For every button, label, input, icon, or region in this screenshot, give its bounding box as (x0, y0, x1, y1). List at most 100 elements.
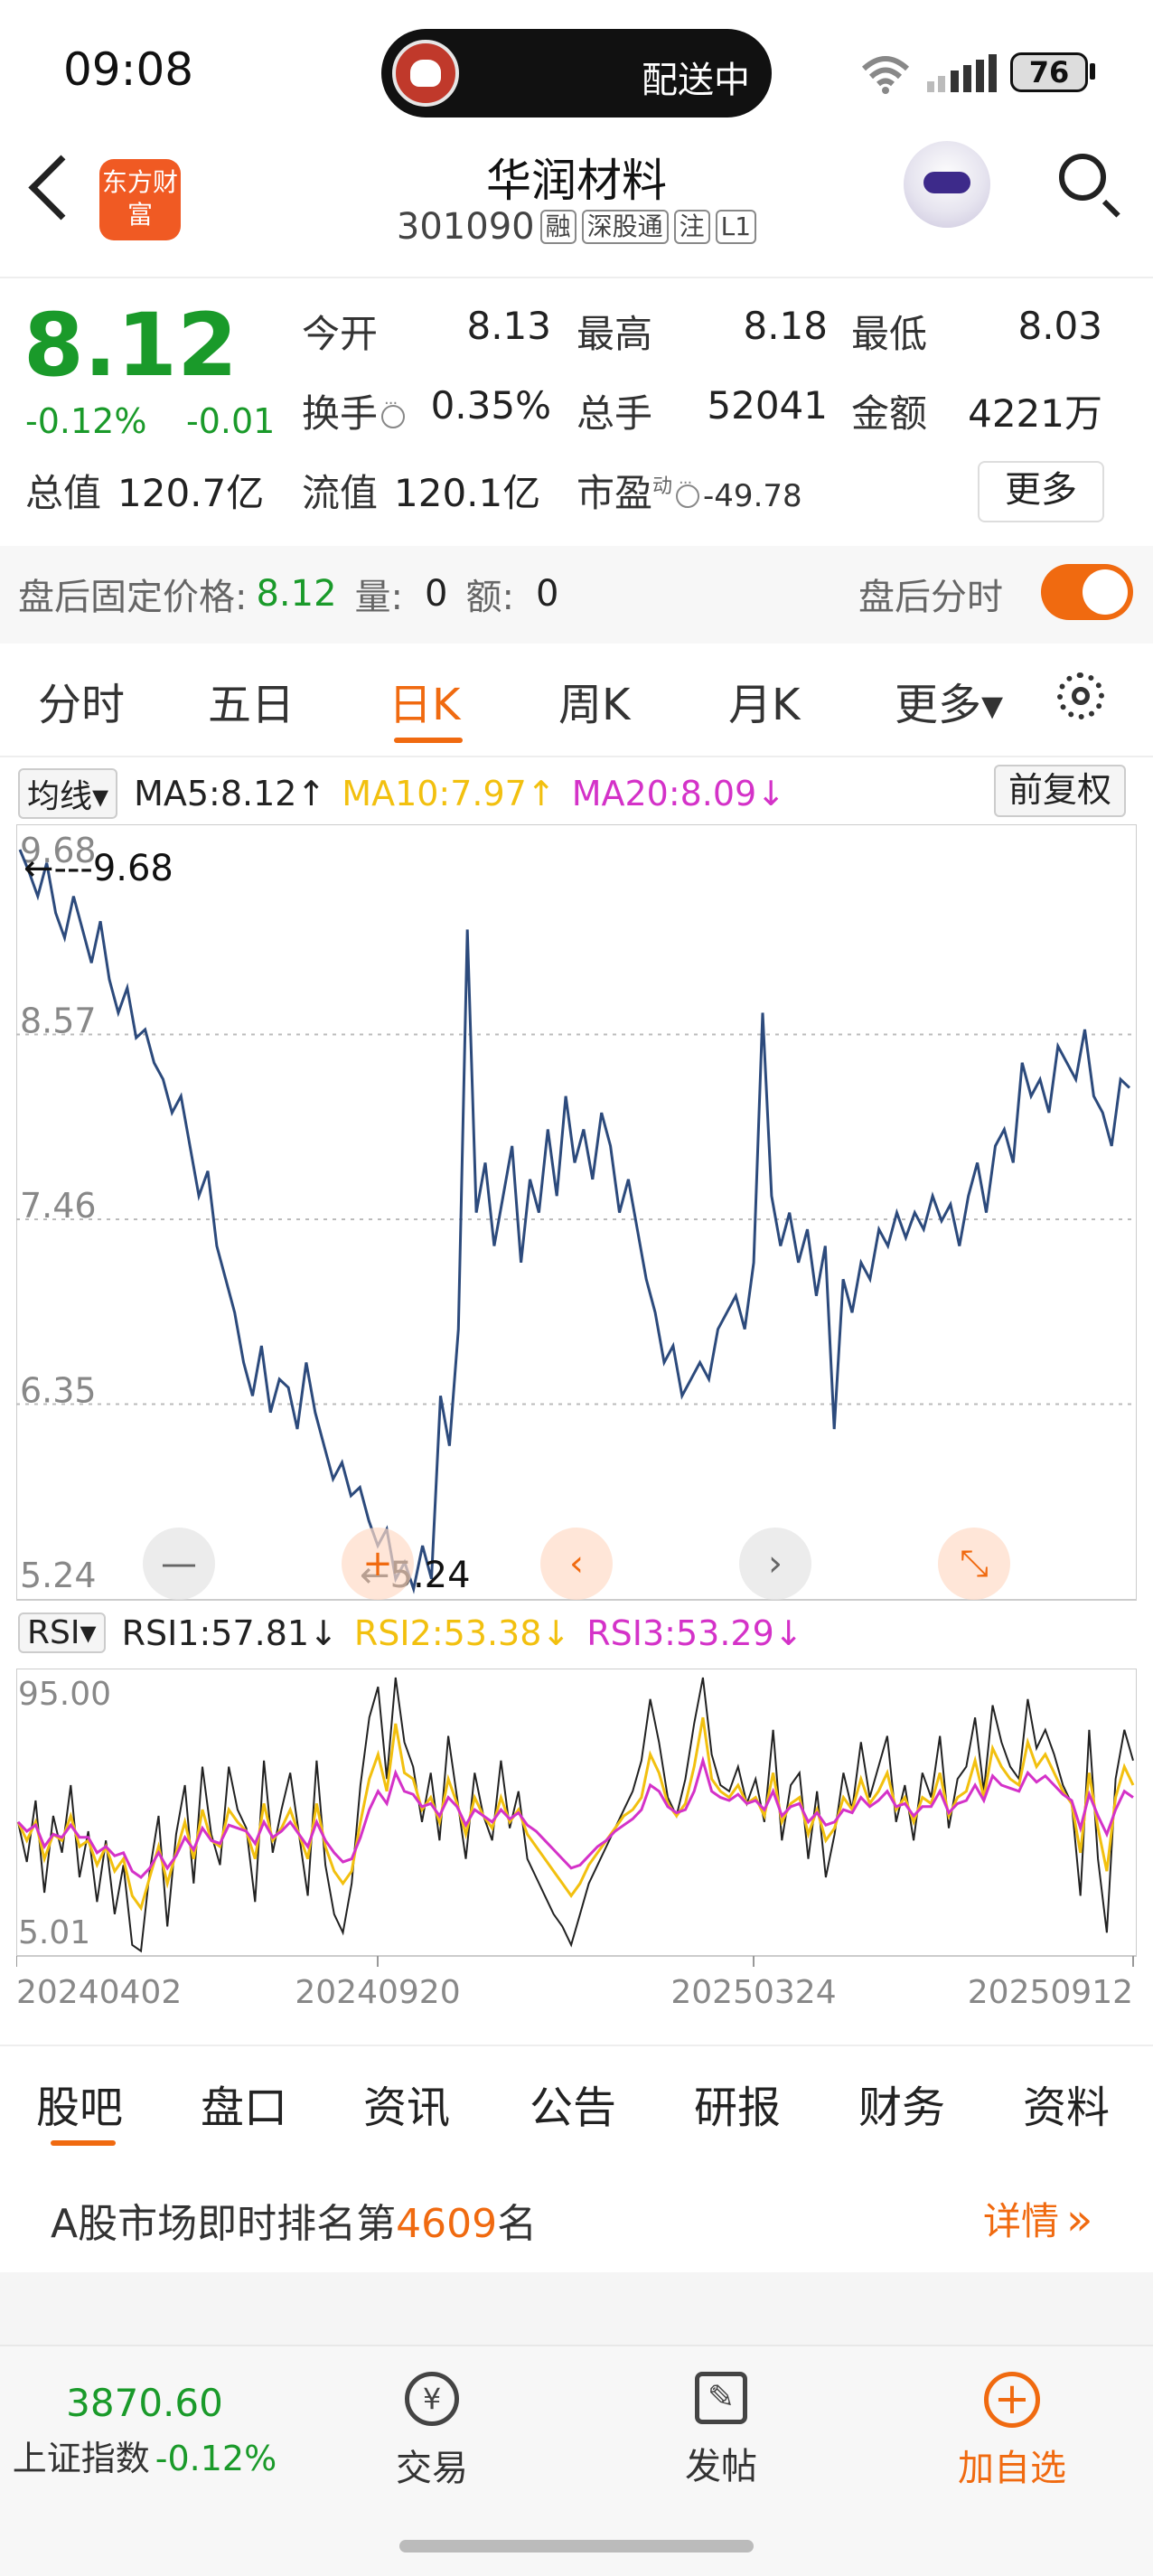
price-y-axis: 9.68 8.57 7.46 6.35 5.24 (20, 831, 97, 1595)
island-text: 配送中 (642, 60, 750, 101)
rsi-max-tick: 95.00 (18, 1676, 111, 1713)
zoom-in-button[interactable]: + (342, 1528, 414, 1600)
info-icon[interactable] (676, 474, 700, 508)
turnover-value: 0.35% (430, 383, 551, 428)
signal-icon (927, 54, 997, 92)
forum-tab-underline (51, 2140, 116, 2146)
indicator-select[interactable]: 均线▾ (18, 768, 118, 819)
nav-trade[interactable]: ¥ 交易 (360, 2372, 504, 2491)
date-tick-label: 20240920 (295, 1974, 460, 2011)
float-label: 流值 (302, 471, 379, 515)
volume-label: 总手 (576, 391, 653, 436)
price-tick-label: 5.24 (20, 1556, 97, 1595)
stock-code: 301090 (396, 206, 535, 248)
low-label: 最低 (851, 312, 928, 356)
trade-icon: ¥ (405, 2372, 459, 2426)
add-circle-icon: + (984, 2372, 1040, 2428)
nav-add-watchlist[interactable]: + 加自选 (958, 2372, 1066, 2489)
rsi1-value: RSI1:57.81↓ (121, 1612, 338, 1653)
adjust-button[interactable]: 前复权 (994, 765, 1127, 817)
dynamic-island[interactable]: 配送中 (381, 29, 772, 118)
home-indicator[interactable] (399, 2540, 754, 2552)
index-widget[interactable]: 3870.60 上证指数 -0.12% (0, 2381, 289, 2480)
index-name: 上证指数 (12, 2439, 150, 2478)
change-amount: -0.01 (186, 401, 276, 441)
divider (0, 756, 1153, 757)
after-hours-bar (0, 546, 1153, 644)
rsi-legend: RSI▾ RSI1:57.81↓ RSI2:53.38↓ RSI3:53.29↓ (18, 1612, 803, 1653)
date-tick-label: 20240402 (16, 1974, 182, 2011)
index-value: 3870.60 (66, 2381, 223, 2425)
ma-legend: 均线▾ MA5:8.12↑ MA10:7.97↑ MA20:8.09↓ (18, 768, 785, 819)
ai-assistant-icon[interactable] (904, 141, 990, 228)
date-axis: 20240402 20240920 20250324 20250912 (16, 1956, 1134, 2011)
tab-forum[interactable]: 股吧 (36, 2082, 124, 2133)
tab-daily-k[interactable]: 日K (389, 680, 461, 730)
open-label: 今开 (302, 312, 379, 356)
ranking-row[interactable]: A股市场即时排名第4609名 详情» (0, 2155, 1153, 2272)
ma5-value: MA5:8.12↑ (134, 774, 326, 813)
rsi2-value: RSI2:53.38↓ (353, 1612, 571, 1653)
tab-profile[interactable]: 资料 (1023, 2082, 1111, 2133)
tab-financials[interactable]: 财务 (858, 2082, 946, 2133)
amount-value: 4221万 (968, 391, 1102, 436)
eastmoney-logo: 东方财富 (99, 159, 181, 240)
collapse-icon[interactable]: ⤡ (938, 1528, 1010, 1600)
tab-five-day[interactable]: 五日 (208, 680, 295, 730)
open-value: 8.13 (466, 304, 551, 348)
tag-connect: 深股通 (581, 210, 669, 244)
chart-frame (16, 824, 1137, 1601)
pe-value: -49.78 (703, 478, 802, 514)
after-hours-toggle-label: 盘后分时 (858, 577, 1003, 618)
float-value: 120.1亿 (394, 471, 541, 515)
search-icon[interactable] (1059, 154, 1106, 201)
price-grid (16, 1033, 1137, 1406)
price-tick-label: 8.57 (20, 1001, 97, 1041)
rsi3-value: RSI3:53.29↓ (586, 1612, 803, 1653)
after-hours-info: 盘后固定价格: 8.12 量: 0 额: 0 (18, 573, 559, 618)
mcap-label: 总值 (25, 471, 102, 515)
high-value: 8.18 (743, 304, 828, 348)
content-separator (0, 2272, 1153, 2345)
after-hours-price: 8.12 (256, 573, 337, 615)
wifi-icon (861, 56, 910, 94)
details-link[interactable]: 详情» (983, 2195, 1093, 2245)
tab-monthly-k[interactable]: 月K (728, 680, 801, 730)
tag-registered: 注 (673, 210, 710, 244)
rsi-series-line (16, 1755, 1134, 1879)
battery-icon: 76 (1010, 52, 1088, 92)
rsi-chart[interactable]: 95.00 5.01 20240402 20240920 20250324 20250… (16, 1669, 1137, 2048)
after-hours-toggle[interactable] (1041, 564, 1133, 620)
index-change: -0.12% (155, 2439, 277, 2478)
volume-value: 52041 (707, 383, 828, 428)
nav-post[interactable]: ✎ 发帖 (649, 2372, 793, 2489)
scroll-right-button[interactable]: › (739, 1528, 811, 1600)
rsi-lines (16, 1677, 1135, 1953)
tab-weekly-k[interactable]: 周K (558, 680, 631, 730)
battery-tip (1090, 63, 1095, 80)
max-price-annotation: ←---9.68 (23, 848, 173, 889)
tab-more[interactable]: 更多▾ (895, 680, 1004, 730)
gear-icon[interactable] (1057, 672, 1104, 719)
amount-label: 金额 (851, 391, 928, 436)
rsi-min-tick: 5.01 (18, 1914, 90, 1951)
tag-margin: 融 (539, 210, 576, 244)
stock-code-row: 301090 融 深股通 注 L1 (0, 206, 1153, 248)
ranking-number: 4609 (396, 2201, 498, 2247)
zoom-out-button[interactable]: — (143, 1528, 215, 1600)
tab-orderbook[interactable]: 盘口 (201, 2082, 288, 2133)
price-tick-label: 9.68 (20, 831, 97, 870)
rsi-frame (16, 1669, 1137, 1957)
tab-research[interactable]: 研报 (694, 2082, 782, 2133)
tab-news[interactable]: 资讯 (363, 2082, 451, 2133)
scroll-left-button[interactable]: ‹ (540, 1528, 613, 1600)
stock-name: 华润材料 (486, 155, 667, 207)
price-tick-label: 7.46 (20, 1186, 97, 1226)
ma10-value: MA10:7.97↑ (342, 774, 556, 813)
more-button[interactable]: 更多 (978, 461, 1104, 522)
tab-intraday[interactable]: 分时 (38, 680, 126, 730)
info-icon[interactable] (381, 394, 406, 428)
rsi-select[interactable]: RSI▾ (18, 1612, 106, 1653)
price-chart[interactable]: 9.688.577.466.355.24 ←---9.68 ←5.24 (16, 824, 1137, 1602)
tab-announcements[interactable]: 公告 (530, 2082, 617, 2133)
